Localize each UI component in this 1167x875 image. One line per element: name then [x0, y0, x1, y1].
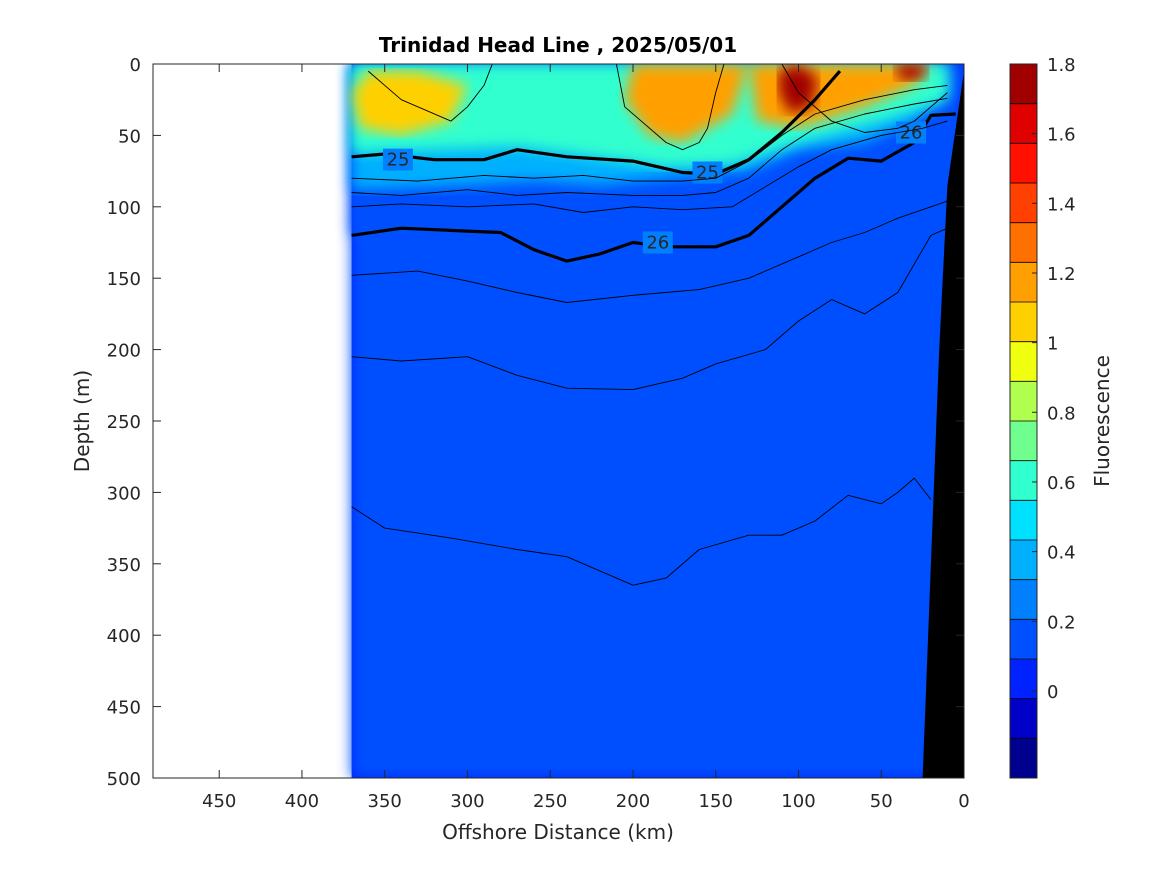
x-axis-label: Offshore Distance (km) — [442, 820, 674, 844]
contour-label-bg — [382, 148, 413, 171]
contour-line-26 — [351, 112, 956, 263]
colorbar-swatch — [1010, 698, 1037, 739]
colorbar-swatch — [1010, 143, 1037, 184]
colorbar-swatch — [1010, 659, 1037, 700]
colorbar-swatch — [1010, 421, 1037, 462]
x-tick-label: 400 — [285, 791, 319, 812]
bathymetry-layer — [922, 71, 964, 778]
contour-line-thin-7 — [351, 477, 932, 586]
y-axis-label: Depth (m) — [70, 370, 94, 472]
x-tick-label: 200 — [616, 791, 650, 812]
colorbar-tick-label: 1 — [1047, 334, 1058, 355]
colorbar-swatch — [1010, 381, 1037, 422]
x-tick-label: 100 — [781, 791, 815, 812]
y-tick-label: 300 — [107, 483, 141, 504]
contour-line-25 — [351, 70, 842, 176]
contour-label-26: 26 — [900, 123, 923, 144]
fill-region-red-core-30km — [894, 64, 928, 82]
colorbar-swatch — [1010, 64, 1037, 105]
y-tick-label: 100 — [107, 198, 141, 219]
y-tick-label: 400 — [107, 626, 141, 647]
y-tick-label: 250 — [107, 412, 141, 433]
y-axis-ticks: 0 50 100 150 200 250 300 350 400 450 500 — [107, 55, 964, 790]
contour-line-thin-8 — [367, 64, 493, 122]
colorbar-tick-label: 0.8 — [1047, 403, 1076, 424]
x-tick-label: 300 — [450, 791, 484, 812]
colorbar-swatch — [1010, 738, 1037, 779]
x-tick-label: 450 — [202, 791, 236, 812]
contour-line-thin-2 — [351, 84, 948, 182]
y-tick-label: 450 — [107, 698, 141, 719]
y-tick-label: 0 — [130, 55, 141, 76]
colorbar-swatch — [1010, 262, 1037, 303]
contour-line-thin-9 — [615, 64, 725, 151]
colorbar-swatch — [1010, 460, 1037, 501]
seafloor-shape — [922, 71, 964, 778]
contour-line-thin-10 — [781, 64, 948, 133]
x-tick-label: 350 — [368, 791, 402, 812]
colorbar-tick-label: 1.4 — [1047, 194, 1076, 215]
colorbar-swatch — [1010, 579, 1037, 620]
fill-region-yellow-patch-center — [624, 64, 749, 143]
y-tick-label: 500 — [107, 769, 141, 790]
density-contours: 25 25 26 26 — [351, 64, 956, 586]
colorbar-swatch — [1010, 103, 1037, 144]
y-tick-label: 350 — [107, 555, 141, 576]
contour-line-thin-4 — [351, 120, 948, 213]
colorbar-swatch — [1010, 619, 1037, 660]
colorbar-swatch — [1010, 500, 1037, 541]
colorbar-swatch — [1010, 341, 1037, 382]
contour-label-25: 25 — [387, 150, 410, 171]
contour-label-bg — [642, 231, 673, 254]
fluorescence-field — [351, 64, 964, 778]
contour-label-26: 26 — [646, 233, 669, 254]
y-tick-label: 50 — [118, 126, 141, 147]
colorbar-frame — [1009, 63, 1038, 779]
colorbar-tick-label: 0.6 — [1047, 473, 1076, 494]
y-tick-label: 150 — [107, 269, 141, 290]
colorbar-swatch — [1010, 222, 1037, 263]
colorbar-tick-label: 1.8 — [1047, 55, 1076, 76]
contour-line-thin-3 — [351, 97, 948, 196]
x-axis-ticks: 450 400 350 300 250 200 150 100 50 0 — [202, 64, 970, 812]
contour-label-25: 25 — [696, 163, 719, 184]
colorbar-swatch — [1010, 540, 1037, 581]
colorbar-label: Fluorescence — [1090, 355, 1114, 487]
colorbar-tick-label: 0.4 — [1047, 543, 1076, 564]
colorbar-tick-label: 0 — [1047, 682, 1058, 703]
x-tick-label: 50 — [870, 791, 893, 812]
y-tick-label: 200 — [107, 341, 141, 362]
colorbar-tick-label: 1.2 — [1047, 264, 1076, 285]
colorbar-swatch — [1010, 302, 1037, 343]
colorbar-tick-label: 0.2 — [1047, 612, 1076, 633]
colorbar: 1.8 1.6 1.4 1.2 1 0.8 0.6 0.4 0.2 0 — [1009, 55, 1076, 779]
colorbar-tick-label: 1.6 — [1047, 125, 1076, 146]
chart-title: Trinidad Head Line , 2025/05/01 — [379, 33, 737, 57]
x-tick-label: 0 — [958, 791, 969, 812]
contour-label-bg — [896, 121, 927, 144]
x-tick-label: 250 — [533, 791, 567, 812]
contour-line-thin-5 — [351, 200, 948, 303]
contour-line-thin-6 — [351, 227, 948, 391]
x-tick-label: 150 — [699, 791, 733, 812]
